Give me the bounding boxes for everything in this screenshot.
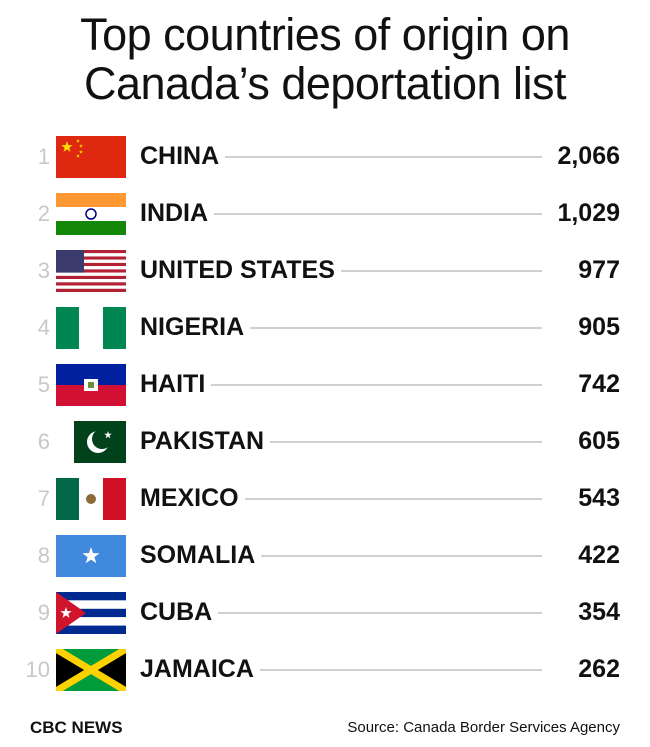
- list-row: 2 INDIA 1,029: [0, 185, 650, 242]
- country-name: CUBA: [140, 598, 213, 626]
- title: Top countries of origin on Canada’s depo…: [80, 9, 570, 109]
- count: 354: [578, 598, 620, 626]
- rank: 8: [37, 542, 50, 568]
- rank: 6: [37, 428, 50, 454]
- count: 742: [578, 370, 620, 398]
- list-row: 3 UNITED STATES 977: [0, 242, 650, 299]
- list-row: 8 SOMALIA 422: [0, 527, 650, 584]
- rank: 9: [37, 599, 50, 625]
- country-name: MEXICO: [140, 484, 239, 512]
- flag: [56, 591, 126, 634]
- country-name: PAKISTAN: [140, 427, 265, 455]
- count: 605: [578, 427, 620, 455]
- leader-line: [259, 668, 542, 671]
- country-name: JAMAICA: [140, 655, 254, 683]
- flag: [56, 306, 126, 349]
- flag: [56, 420, 126, 463]
- leader-line: [244, 497, 542, 500]
- country-name: UNITED STATES: [140, 256, 335, 284]
- count: 1,029: [557, 199, 620, 227]
- list-row: 5 HAITI 742: [0, 356, 650, 413]
- flag: [56, 477, 126, 520]
- list-row: 9 CUBA 354: [0, 584, 650, 641]
- flag: [56, 249, 126, 292]
- leader-line: [270, 440, 542, 443]
- count: 2,066: [557, 142, 620, 170]
- flag: [56, 534, 126, 577]
- leader-line: [211, 383, 542, 386]
- country-name: SOMALIA: [140, 541, 256, 569]
- count: 543: [578, 484, 620, 512]
- list-row: 6 PAKISTAN 605: [0, 413, 650, 470]
- list: 1 CHINA 2,066 2 INDIA 1,029 3 UNITED STATES 977 4…: [0, 128, 650, 698]
- list-row: 10 JAMAICA 262: [0, 641, 650, 698]
- rank: 4: [37, 314, 50, 340]
- country-name: HAITI: [140, 370, 206, 398]
- source: Source: Canada Border Services Agency: [347, 719, 620, 736]
- leader-line: [261, 554, 542, 557]
- leader-line: [225, 155, 542, 158]
- brand: CBC NEWS: [30, 718, 123, 737]
- country-name: CHINA: [140, 142, 220, 170]
- list-row: 1 CHINA 2,066: [0, 128, 650, 185]
- count: 262: [578, 655, 620, 683]
- flag: [56, 135, 126, 178]
- rank: 1: [37, 143, 50, 169]
- flag: [56, 192, 126, 235]
- rank: 3: [37, 257, 50, 283]
- country-name: INDIA: [140, 199, 209, 227]
- rank: 7: [37, 485, 50, 511]
- list-row: 7 MEXICO 543: [0, 470, 650, 527]
- leader-line: [218, 611, 542, 614]
- rank: 10: [25, 656, 50, 682]
- leader-line: [340, 269, 542, 272]
- country-name: NIGERIA: [140, 313, 245, 341]
- flag: [56, 363, 126, 406]
- rank: 2: [37, 200, 50, 226]
- flag: [56, 648, 126, 691]
- list-row: 4 NIGERIA 905: [0, 299, 650, 356]
- leader-line: [250, 326, 542, 329]
- leader-line: [214, 212, 542, 215]
- rank: 5: [37, 371, 50, 397]
- count: 905: [578, 313, 620, 341]
- count: 977: [578, 256, 620, 284]
- count: 422: [578, 541, 620, 569]
